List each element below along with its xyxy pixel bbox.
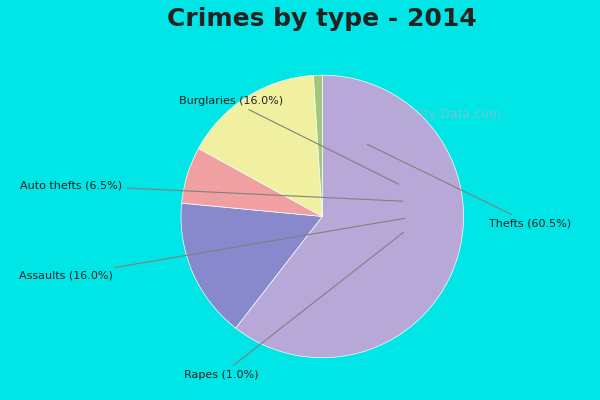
Wedge shape bbox=[182, 148, 322, 216]
Text: Burglaries (16.0%): Burglaries (16.0%) bbox=[179, 96, 398, 184]
Text: Auto thefts (6.5%): Auto thefts (6.5%) bbox=[20, 180, 403, 201]
Wedge shape bbox=[199, 76, 322, 216]
Text: Assaults (16.0%): Assaults (16.0%) bbox=[19, 218, 404, 281]
Title: Crimes by type - 2014: Crimes by type - 2014 bbox=[167, 7, 477, 31]
Wedge shape bbox=[181, 203, 322, 328]
Text: Thefts (60.5%): Thefts (60.5%) bbox=[367, 144, 571, 228]
Wedge shape bbox=[313, 75, 322, 216]
Wedge shape bbox=[236, 75, 464, 358]
Text: Rapes (1.0%): Rapes (1.0%) bbox=[184, 232, 404, 380]
Text: ⓘ City-Data.com: ⓘ City-Data.com bbox=[400, 108, 501, 120]
